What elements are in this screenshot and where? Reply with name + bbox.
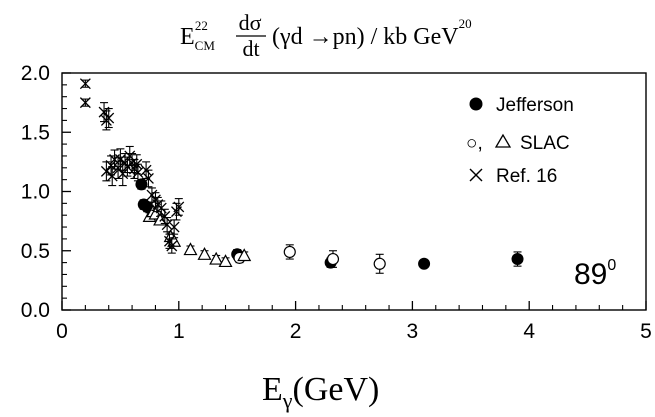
title-reaction: (γd →pn) / kb GeV20 xyxy=(272,16,472,50)
title-unit-sup: 20 xyxy=(459,16,472,31)
xlabel-sub: γ xyxy=(282,388,293,413)
data-points xyxy=(79,78,524,274)
title-fraction-denominator: dt xyxy=(242,36,259,61)
legend-marker-slac-triangle xyxy=(494,133,512,148)
data-point-open-circle xyxy=(326,250,340,268)
y-axis: 0.0 0.5 1.0 1.5 2.0 xyxy=(21,62,71,322)
title-base: E xyxy=(180,24,195,50)
title-sup: 22 xyxy=(195,18,208,33)
y-tick-label: 0.0 xyxy=(21,299,50,322)
data-point-open-triangle xyxy=(209,251,224,265)
data-point-cross xyxy=(173,198,185,216)
x-axis: 0 1 2 3 4 5 xyxy=(56,301,652,343)
x-axis-label: Eγ(GeV) xyxy=(262,371,379,413)
data-point-cross xyxy=(79,78,91,90)
angle-value: 89 xyxy=(574,258,607,291)
legend-prefix-slac: ○, xyxy=(466,133,483,154)
data-point-filled-circle xyxy=(135,178,148,191)
xlabel-rest: (GeV) xyxy=(293,371,380,408)
legend-label-slac: SLAC xyxy=(520,133,570,154)
x-tick-label: 0 xyxy=(56,320,68,343)
x-tick-label: 5 xyxy=(640,320,652,343)
data-point-cross xyxy=(121,156,133,177)
data-point-open-triangle xyxy=(197,247,212,260)
data-point-cross xyxy=(132,163,144,182)
data-point-cross xyxy=(103,108,115,129)
data-point-filled-circle xyxy=(511,251,524,267)
x-tick-label: 4 xyxy=(523,320,535,343)
angle-annotation: 890 xyxy=(574,257,616,291)
data-point-cross xyxy=(161,217,173,233)
data-point-open-triangle xyxy=(183,242,198,256)
data-point-open-circle xyxy=(283,244,296,260)
data-point-cross xyxy=(106,166,118,187)
legend-marker-ref16 xyxy=(469,168,483,182)
legend: Jefferson ○, SLAC Ref. 16 xyxy=(466,95,574,187)
xlabel-base: E xyxy=(262,371,283,408)
title-reaction-text: (γd →pn) / kb GeV xyxy=(272,24,459,50)
title-fraction-numerator: dσ xyxy=(239,10,262,35)
y-tick-label: 1.0 xyxy=(21,181,50,204)
x-tick-label: 2 xyxy=(290,320,302,343)
data-point-filled-circle xyxy=(418,257,431,270)
data-point-open-triangle xyxy=(237,248,252,262)
title-sub: CM xyxy=(195,38,216,53)
data-point-open-circle xyxy=(373,253,386,274)
y-tick-label: 2.0 xyxy=(21,62,50,85)
chart-title: ECM 22 xyxy=(180,18,215,53)
legend-label-jefferson: Jefferson xyxy=(496,95,574,116)
data-point-open-triangle xyxy=(153,212,168,226)
angle-degree: 0 xyxy=(607,257,616,274)
x-tick-label: 1 xyxy=(173,320,185,343)
data-point-open-triangle xyxy=(218,254,233,268)
legend-marker-jefferson xyxy=(469,97,483,111)
data-point-cross xyxy=(142,169,154,188)
y-tick-label: 0.5 xyxy=(21,240,50,263)
legend-label-ref16: Ref. 16 xyxy=(496,166,557,187)
x-tick-label: 3 xyxy=(407,320,419,343)
data-point-cross xyxy=(166,238,178,254)
data-point-cross xyxy=(79,97,91,109)
y-tick-label: 1.5 xyxy=(21,121,50,144)
